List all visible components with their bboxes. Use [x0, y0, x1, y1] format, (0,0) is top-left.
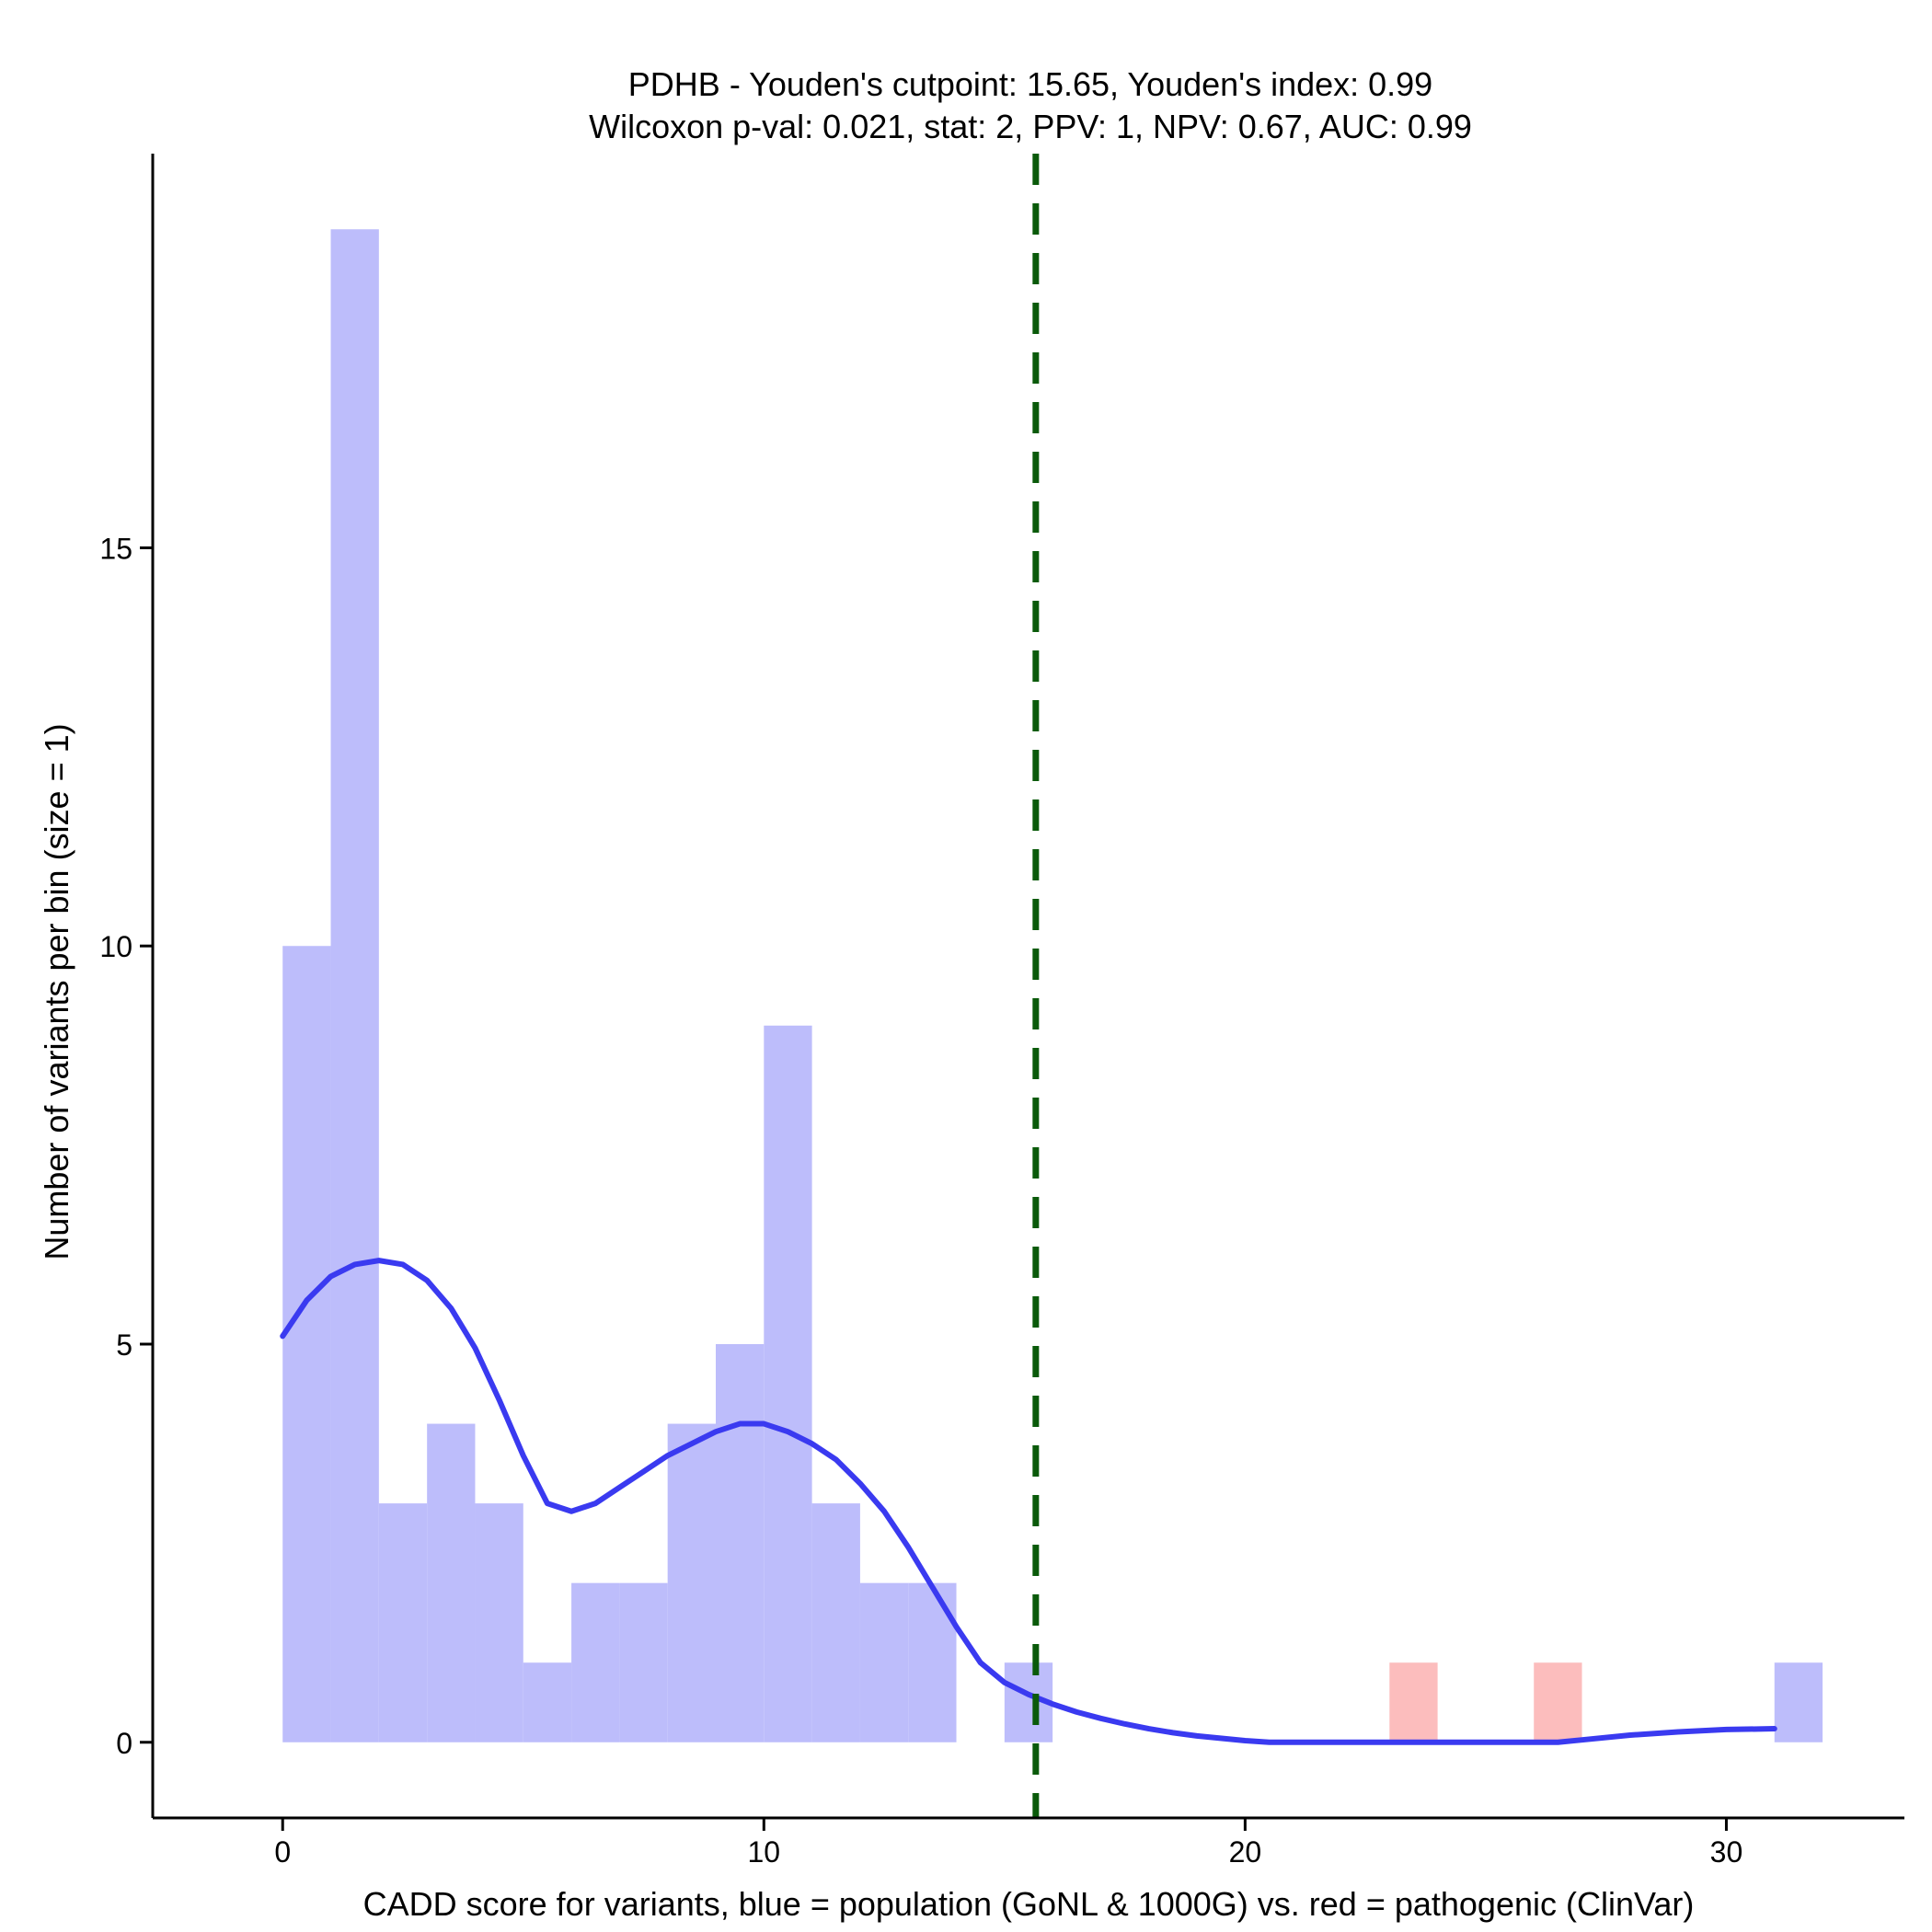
y-axis-title: Number of variants per bin (size = 1)	[38, 723, 75, 1259]
y-tick-label: 0	[116, 1727, 132, 1760]
population-bar	[667, 1423, 716, 1742]
x-axis-ticks: 0 10 20 30	[274, 1818, 1742, 1869]
density-curve-layer	[280, 1258, 1777, 1745]
population-bar	[619, 1582, 668, 1742]
x-tick-label: 20	[1229, 1835, 1262, 1869]
y-tick-label: 15	[99, 532, 132, 565]
population-bar	[523, 1662, 572, 1742]
population-bar	[378, 1503, 428, 1742]
chart-subtitle: Wilcoxon p-val: 0.021, stat: 2, PPV: 1, …	[589, 108, 1472, 145]
x-tick-label: 0	[274, 1835, 291, 1869]
y-axis-ticks: 0 5 10 15	[99, 532, 153, 1760]
pathogenic-bar	[1389, 1662, 1438, 1742]
density-curve	[280, 1258, 1777, 1745]
population-bar	[908, 1582, 957, 1742]
population-bar	[764, 1025, 812, 1742]
chart-title: PDHB - Youden's cutpoint: 15.65, Youden'…	[628, 65, 1432, 103]
population-bar	[859, 1582, 909, 1742]
y-tick-label: 5	[116, 1328, 132, 1362]
population-bar	[811, 1503, 860, 1742]
population-bar	[1774, 1662, 1823, 1742]
histogram-bars	[282, 229, 1823, 1742]
population-bar	[475, 1503, 523, 1742]
population-bar	[716, 1343, 765, 1742]
population-bar	[282, 946, 331, 1742]
pathogenic-bar	[1534, 1662, 1582, 1742]
population-bar	[427, 1423, 476, 1742]
population-bar	[330, 229, 379, 1742]
y-tick-label: 10	[99, 930, 132, 963]
population-bar	[571, 1582, 620, 1742]
x-axis-title: CADD score for variants, blue = populati…	[363, 1885, 1695, 1923]
x-tick-label: 30	[1710, 1835, 1743, 1869]
x-tick-label: 10	[748, 1835, 781, 1869]
